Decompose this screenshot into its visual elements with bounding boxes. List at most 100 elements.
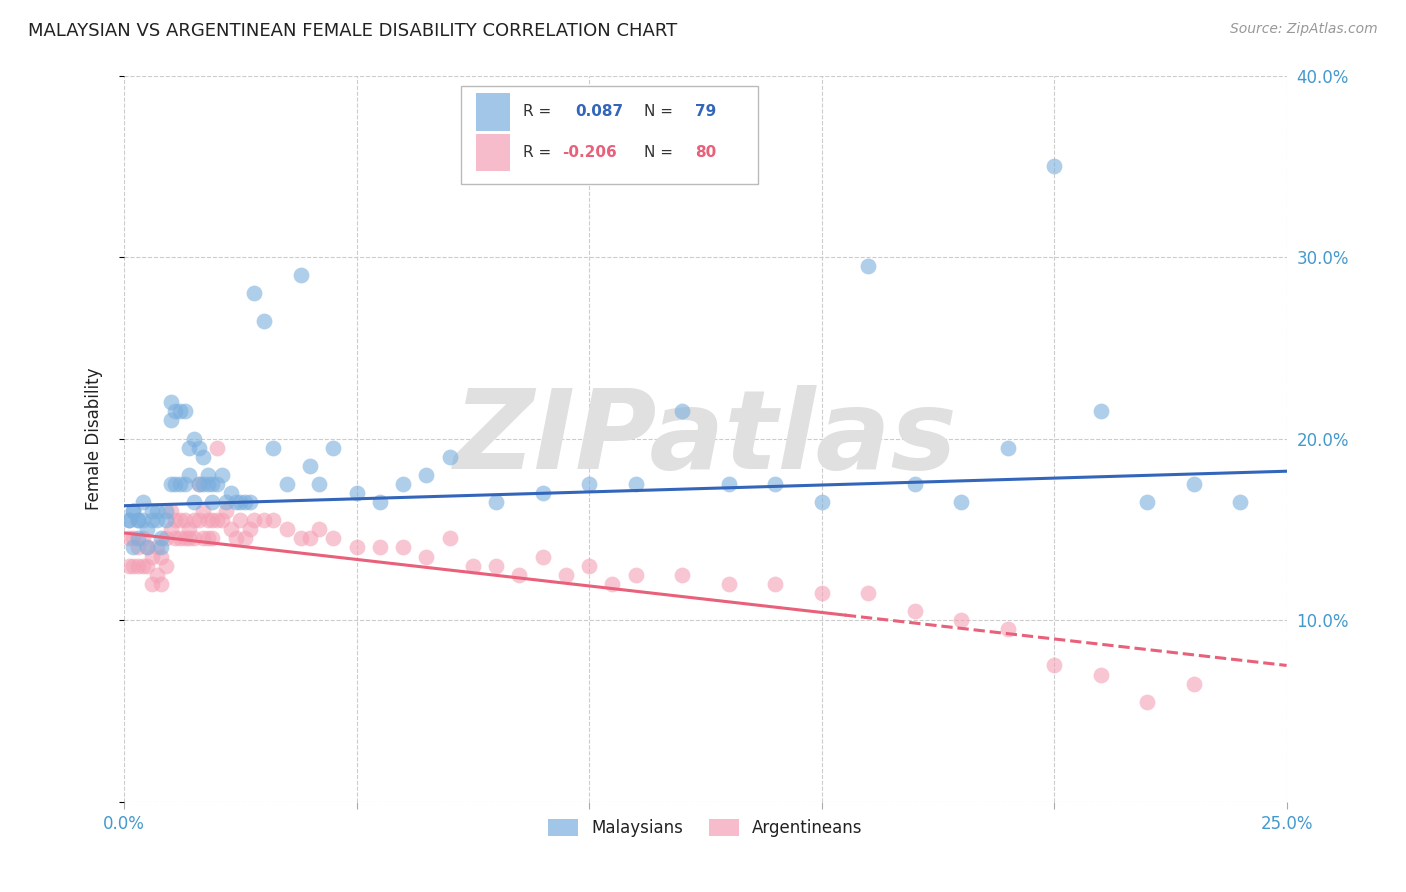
- Point: [145, 567, 167, 582]
- Point: [717, 477, 740, 491]
- Text: R =: R =: [523, 104, 551, 120]
- Point: [150, 576, 173, 591]
- Point: [118, 558, 141, 573]
- Point: [193, 477, 215, 491]
- Point: [145, 541, 167, 555]
- Point: [299, 458, 322, 473]
- Point: [132, 558, 155, 573]
- Point: [578, 477, 600, 491]
- Point: [150, 532, 173, 546]
- Point: [856, 586, 879, 600]
- Point: [415, 549, 437, 564]
- Point: [193, 450, 215, 464]
- Point: [671, 567, 693, 582]
- Point: [169, 532, 191, 546]
- Point: [485, 495, 508, 509]
- Point: [997, 622, 1019, 636]
- Y-axis label: Female Disability: Female Disability: [86, 368, 103, 510]
- Text: Source: ZipAtlas.com: Source: ZipAtlas.com: [1230, 22, 1378, 37]
- Point: [904, 604, 927, 618]
- Point: [225, 495, 247, 509]
- Point: [201, 513, 224, 527]
- Point: [276, 522, 298, 536]
- Point: [127, 532, 149, 546]
- Point: [159, 413, 181, 427]
- Point: [904, 477, 927, 491]
- Point: [169, 477, 191, 491]
- Point: [173, 532, 195, 546]
- Point: [810, 495, 832, 509]
- Point: [1229, 495, 1251, 509]
- Point: [127, 541, 149, 555]
- Point: [197, 532, 219, 546]
- Point: [219, 522, 242, 536]
- Point: [165, 532, 187, 546]
- Point: [165, 477, 187, 491]
- Point: [239, 495, 262, 509]
- Point: [183, 495, 205, 509]
- Point: [205, 441, 228, 455]
- Point: [950, 613, 973, 627]
- Point: [201, 477, 224, 491]
- Point: [392, 477, 415, 491]
- Point: [308, 477, 330, 491]
- Point: [1090, 667, 1112, 681]
- Point: [1182, 477, 1205, 491]
- Point: [392, 541, 415, 555]
- Point: [233, 495, 256, 509]
- Point: [262, 441, 284, 455]
- Point: [368, 495, 391, 509]
- Point: [1043, 159, 1066, 173]
- Point: [193, 532, 215, 546]
- Point: [183, 513, 205, 527]
- Point: [415, 467, 437, 482]
- Point: [299, 532, 322, 546]
- Point: [122, 558, 145, 573]
- Point: [225, 532, 247, 546]
- Point: [155, 558, 177, 573]
- Point: [132, 495, 155, 509]
- Point: [508, 567, 530, 582]
- Point: [997, 441, 1019, 455]
- Point: [183, 432, 205, 446]
- Point: [127, 558, 149, 573]
- Text: -0.206: -0.206: [562, 145, 617, 160]
- FancyBboxPatch shape: [477, 134, 510, 171]
- Point: [229, 513, 252, 527]
- Point: [950, 495, 973, 509]
- Point: [531, 486, 554, 500]
- Point: [136, 522, 159, 536]
- Point: [155, 532, 177, 546]
- Point: [717, 576, 740, 591]
- Point: [624, 567, 647, 582]
- Point: [253, 313, 276, 327]
- Point: [346, 541, 368, 555]
- Point: [197, 467, 219, 482]
- Point: [290, 268, 312, 283]
- Point: [253, 513, 276, 527]
- Point: [141, 549, 163, 564]
- Point: [173, 404, 195, 418]
- Point: [187, 477, 209, 491]
- Point: [1043, 658, 1066, 673]
- Point: [132, 513, 155, 527]
- Point: [197, 513, 219, 527]
- Point: [169, 404, 191, 418]
- Point: [159, 522, 181, 536]
- Point: [145, 504, 167, 518]
- Point: [155, 504, 177, 518]
- Point: [554, 567, 576, 582]
- Point: [763, 576, 786, 591]
- Point: [118, 513, 141, 527]
- Point: [159, 477, 181, 491]
- Point: [276, 477, 298, 491]
- Point: [243, 513, 266, 527]
- Point: [179, 532, 201, 546]
- FancyBboxPatch shape: [477, 93, 510, 130]
- Point: [150, 541, 173, 555]
- Point: [132, 532, 155, 546]
- Point: [187, 513, 209, 527]
- Point: [763, 477, 786, 491]
- Point: [239, 522, 262, 536]
- Text: 0.087: 0.087: [575, 104, 623, 120]
